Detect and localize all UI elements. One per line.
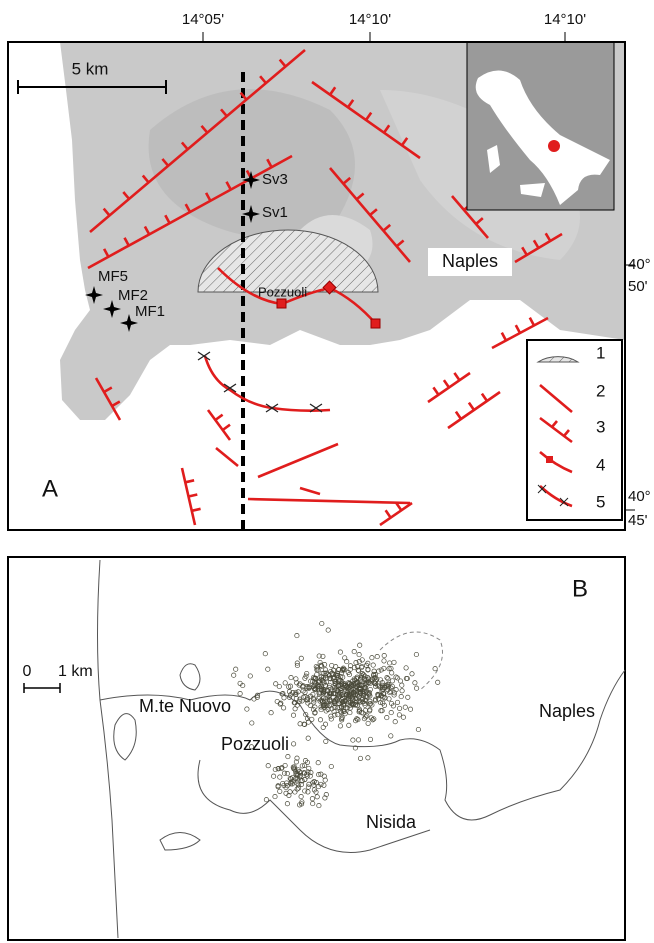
place-label: Naples xyxy=(442,251,498,271)
place-label: Pozzuoli xyxy=(221,734,289,754)
legend-label: 2 xyxy=(596,381,605,400)
place-label: M.te Nuovo xyxy=(139,696,231,716)
place-label: Nisida xyxy=(366,812,417,832)
legend xyxy=(527,340,622,520)
lon-label: 14°10' xyxy=(544,11,586,28)
legend-label: 4 xyxy=(596,455,605,474)
panel-label: A xyxy=(42,475,58,502)
legend-label: 3 xyxy=(596,417,605,436)
location-dot xyxy=(548,140,560,152)
scale-label: 1 km xyxy=(58,663,93,680)
place-label: Naples xyxy=(539,701,595,721)
lon-label: 14°10' xyxy=(349,11,391,28)
lat-label: 40° xyxy=(628,256,651,273)
lat-label: 45' xyxy=(628,512,648,529)
scale-label: 5 km xyxy=(72,59,109,78)
scale-label: 0 xyxy=(23,663,32,680)
legend-label: 5 xyxy=(596,492,605,511)
place-label: Pozzuoli xyxy=(258,284,307,299)
station-label: MF1 xyxy=(135,303,165,320)
frame xyxy=(8,557,625,940)
panel-b: 0 1 km M.te Nuovo Pozzuoli Naples Nisida… xyxy=(8,557,625,940)
station-label: MF5 xyxy=(98,268,128,285)
figure: 5 km 14°05' 14°10' 14°10' 40° 50' 40° 45… xyxy=(0,0,654,943)
panel-a: 5 km 14°05' 14°10' 14°10' 40° 50' 40° 45… xyxy=(8,11,651,530)
lat-label: 50' xyxy=(628,278,648,295)
lat-label: 40° xyxy=(628,488,651,505)
station-label: Sv1 xyxy=(262,204,288,221)
station-label: Sv3 xyxy=(262,171,288,188)
station-label: MF2 xyxy=(118,287,148,304)
lon-label: 14°05' xyxy=(182,11,224,28)
legend-label: 1 xyxy=(596,343,605,362)
panel-label: B xyxy=(572,575,588,602)
legend-symbol xyxy=(546,456,553,463)
